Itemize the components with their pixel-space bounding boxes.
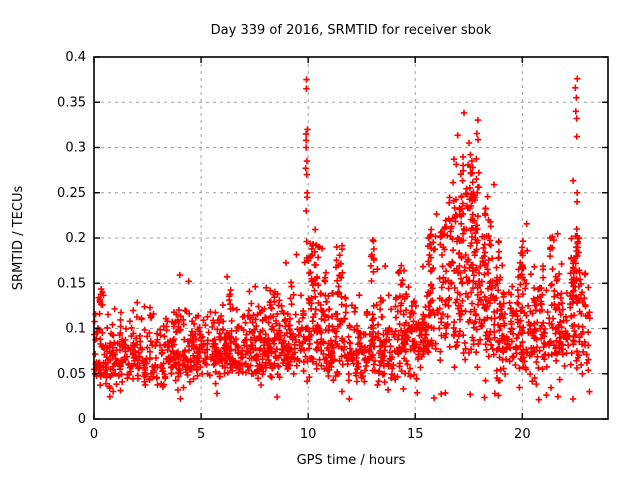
y-tick-label: 0.1	[65, 322, 86, 337]
y-tick-label: 0	[78, 412, 86, 427]
x-tick-label: 0	[90, 427, 98, 442]
chart-title: Day 339 of 2016, SRMTID for receiver sbo…	[211, 23, 492, 38]
y-tick-label: 0.3	[65, 141, 86, 156]
y-tick-label: 0.2	[65, 231, 86, 246]
x-tick-labels: 0 5 10 15 20	[90, 427, 531, 442]
y-axis-label: SRMTID / TECUs	[11, 186, 26, 291]
y-tick-label: 0.15	[57, 276, 86, 291]
y-tick-label: 0.05	[57, 367, 86, 382]
y-tick-label: 0.25	[57, 186, 86, 201]
tick-marks	[93, 56, 608, 420]
y-tick-label: 0.4	[65, 50, 86, 65]
x-tick-label: 20	[514, 427, 531, 442]
x-axis-label: GPS time / hours	[297, 453, 406, 468]
y-tick-label: 0.35	[57, 95, 86, 110]
data-points	[91, 75, 593, 403]
y-tick-labels: 0 0.05 0.1 0.15 0.2 0.25 0.3 0.35 0.4	[57, 50, 86, 427]
x-tick-label: 15	[407, 427, 424, 442]
x-tick-label: 5	[197, 427, 205, 442]
x-tick-label: 10	[300, 427, 317, 442]
